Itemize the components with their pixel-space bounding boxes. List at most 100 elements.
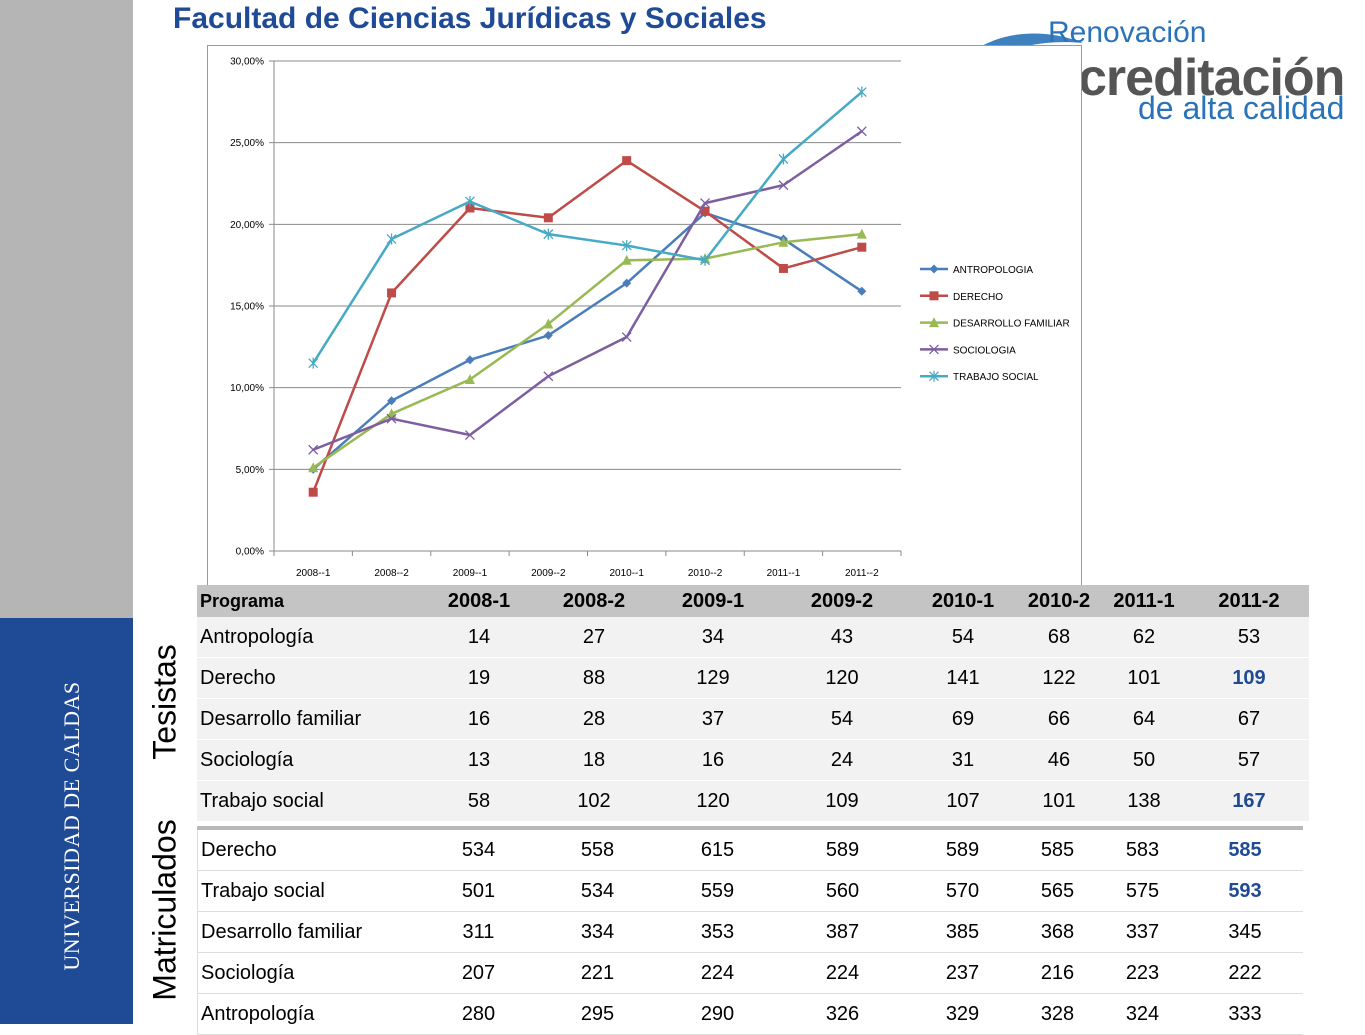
table-cell-highlighted: 593 (1187, 870, 1303, 912)
table-cell: 129 (649, 657, 777, 699)
data-point (543, 318, 554, 329)
table-cell: 237 (907, 952, 1018, 994)
table-cell: 324 (1097, 993, 1188, 1035)
table-cell: 585 (1017, 828, 1098, 871)
table-cell: 280 (419, 993, 538, 1035)
table-cell: 37 (649, 698, 777, 740)
table-cell: 583 (1097, 828, 1188, 871)
table-row: Antropología 280 295 290 326 329 328 324… (197, 993, 1303, 1035)
series-line (312, 232, 862, 469)
data-point (856, 126, 867, 137)
program-name: Trabajo social (197, 870, 420, 912)
table-cell: 64 (1099, 698, 1189, 740)
data-point (621, 332, 632, 342)
table-cell: 138 (1099, 780, 1189, 822)
table-row: Trabajo social 58 102 120 109 107 101 13… (197, 780, 1309, 822)
series-line (312, 159, 863, 493)
table-cell: 329 (907, 993, 1018, 1035)
table-cell: 24 (777, 739, 907, 781)
table-cell: 58 (419, 780, 539, 822)
table-cell: 68 (1019, 617, 1099, 658)
table-cell: 534 (537, 870, 658, 912)
table-row: Derecho 19 88 129 120 141 122 101 109 (197, 657, 1309, 699)
data-point (464, 195, 475, 207)
table-cell: 575 (1097, 870, 1188, 912)
program-name: Antropología (197, 617, 419, 658)
data-point (778, 180, 789, 191)
program-name: Desarrollo familiar (197, 698, 419, 740)
table-cell: 501 (419, 870, 538, 912)
x-tick-label: 2009--2 (531, 568, 566, 579)
y-tick-label: 10,00% (230, 383, 264, 394)
table-row: Derecho 534 558 615 589 589 585 583 585 (197, 828, 1303, 871)
table-cell: 224 (777, 952, 908, 994)
table-cell: 385 (907, 911, 1018, 953)
data-point (308, 444, 319, 455)
data-point (778, 263, 788, 273)
legend-label: SOCIOLOGIA (953, 345, 1016, 356)
table-cell: 216 (1017, 952, 1098, 994)
table-cell: 57 (1189, 739, 1309, 781)
period-header: 2009-1 (649, 585, 777, 617)
data-point (621, 254, 632, 265)
data-point (700, 206, 710, 216)
table-cell: 560 (777, 870, 908, 912)
table-cell: 326 (777, 993, 908, 1035)
table-cell: 534 (419, 828, 538, 871)
period-header: 2010-1 (907, 585, 1019, 617)
table-cell: 120 (649, 780, 777, 822)
program-name: Sociología (197, 952, 420, 994)
table-cell-highlighted: 585 (1187, 828, 1303, 871)
table-cell: 333 (1187, 993, 1303, 1035)
logo-sub-text: de alta calidad (1138, 90, 1345, 126)
table-cell: 43 (777, 617, 907, 658)
table-cell: 54 (777, 698, 907, 740)
table-row: Trabajo social 501 534 559 560 570 565 5… (197, 870, 1303, 912)
data-point (857, 286, 867, 296)
table-cell: 334 (537, 911, 658, 953)
data-point (308, 357, 319, 369)
y-tick-label: 25,00% (230, 138, 264, 149)
legend-marker (929, 344, 939, 355)
table-row: Antropología 14 27 34 43 54 68 62 53 (197, 617, 1309, 658)
data-point (386, 413, 397, 424)
legend-label: TRABAJO SOCIAL (953, 372, 1039, 383)
table-cell: 27 (539, 617, 649, 658)
period-header: 2009-2 (777, 585, 907, 617)
period-header: 2010-2 (1019, 585, 1099, 617)
tesistas-label: Tesistas (146, 644, 183, 760)
period-header: 2008-1 (419, 585, 539, 617)
table-cell: 290 (657, 993, 778, 1035)
table-cell: 69 (907, 698, 1019, 740)
table-cell: 559 (657, 870, 778, 912)
table-cell: 120 (777, 657, 907, 699)
data-point (386, 233, 397, 245)
data-point (543, 330, 553, 340)
data-point (543, 228, 554, 240)
table-cell: 295 (537, 993, 658, 1035)
data-point (308, 462, 319, 473)
table-cell: 28 (539, 698, 649, 740)
series-line (312, 91, 863, 364)
program-column-header: Programa (197, 585, 419, 617)
table-cell: 615 (657, 828, 778, 871)
table-cell: 101 (1099, 657, 1189, 699)
tesistas-header-row: Programa 2008-1 2008-2 2009-1 2009-2 201… (197, 585, 1309, 617)
table-cell: 224 (657, 952, 778, 994)
matriculados-label: Matriculados (146, 819, 183, 1001)
table-cell: 13 (419, 739, 539, 781)
table-cell: 368 (1017, 911, 1098, 953)
line-chart: 0,00% 5,00% 10,00% 15,00% 20,00% 25,00% 30,00%… (207, 45, 1082, 598)
data-point (308, 487, 318, 497)
table-cell: 18 (539, 739, 649, 781)
data-point (622, 278, 632, 288)
table-cell-highlighted: 109 (1189, 657, 1309, 699)
table-cell: 53 (1189, 617, 1309, 658)
table-cell: 207 (419, 952, 538, 994)
table-cell: 589 (777, 828, 908, 871)
data-point (621, 240, 632, 252)
table-cell: 14 (419, 617, 539, 658)
data-point (464, 430, 475, 440)
table-cell: 353 (657, 911, 778, 953)
table-cell: 345 (1187, 911, 1303, 953)
